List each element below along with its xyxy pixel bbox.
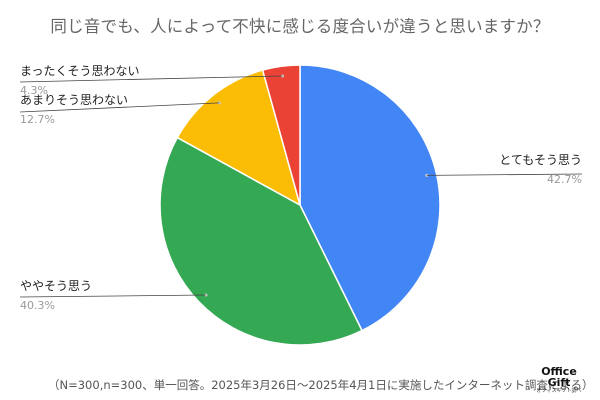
footnote: （N=300,n=300、単一回答。2025年3月26日〜2025年4月1日に実… xyxy=(48,378,594,392)
leader-line-1 xyxy=(426,173,583,176)
slice-value-2: 40.3% xyxy=(20,299,55,312)
slice-label-1: とてもそう思う xyxy=(499,153,582,167)
slice-value-4: 4.3% xyxy=(20,84,48,97)
pie-slice-1 xyxy=(299,64,441,332)
slice-label-3: あまりそう思わない xyxy=(20,93,128,107)
slice-value-3: 12.7% xyxy=(20,113,55,126)
slice-label-2: ややそう思う xyxy=(20,279,92,293)
leader-line-3 xyxy=(19,102,220,113)
pie-slice-4 xyxy=(261,64,301,206)
logo-line2: Gift xyxy=(547,376,571,389)
slice-value-1: 42.7% xyxy=(547,173,582,186)
logo-line1: Office xyxy=(541,365,577,378)
pie-slice-2 xyxy=(159,136,363,346)
leader-line-2 xyxy=(19,294,206,298)
pie-slice-3 xyxy=(176,69,302,207)
slice-label-4: まったくそう思わない xyxy=(20,64,140,78)
chart-title: 同じ音でも、人によって不快に感じる度合いが違うと思いますか？ xyxy=(50,17,550,36)
logo-line3: オフィスギフト調べ xyxy=(536,388,582,394)
leader-line-4 xyxy=(19,75,283,83)
office-gift-logo: Office Gift オフィスギフト調べ xyxy=(534,366,584,395)
